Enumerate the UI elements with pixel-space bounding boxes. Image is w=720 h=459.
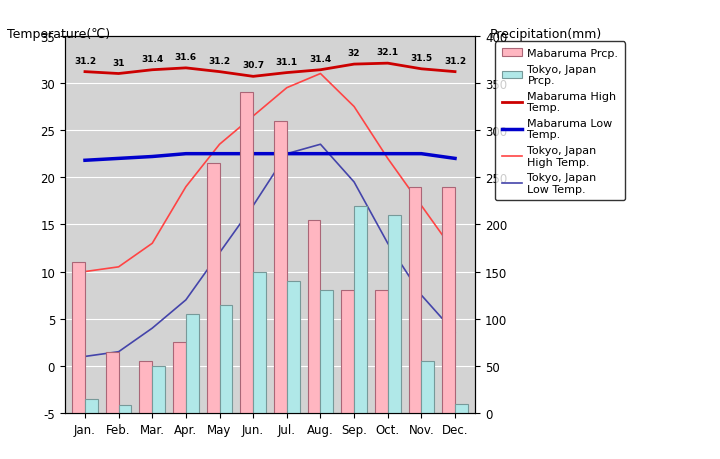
Bar: [240, 93, 253, 413]
Bar: [388, 215, 400, 413]
Bar: [207, 164, 220, 413]
Bar: [152, 366, 165, 413]
Bar: [106, 352, 119, 413]
Bar: [375, 291, 388, 413]
Bar: [287, 281, 300, 413]
Text: 31.4: 31.4: [141, 55, 163, 64]
Text: 31.2: 31.2: [209, 56, 230, 66]
Legend: Mabaruma Prcp., Tokyo, Japan
Prcp., Mabaruma High
Temp., Mabaruma Low
Temp., Tok: Mabaruma Prcp., Tokyo, Japan Prcp., Maba…: [495, 42, 625, 201]
Bar: [307, 220, 320, 413]
Text: 32.1: 32.1: [377, 48, 399, 57]
Text: 31.4: 31.4: [310, 55, 332, 64]
Bar: [186, 314, 199, 413]
Bar: [354, 206, 367, 413]
Bar: [173, 342, 186, 413]
Bar: [442, 187, 455, 413]
Text: 30.7: 30.7: [242, 61, 264, 70]
Bar: [341, 291, 354, 413]
Text: 31.6: 31.6: [175, 53, 197, 62]
Bar: [408, 187, 421, 413]
Bar: [220, 305, 233, 413]
Text: 31.2: 31.2: [444, 56, 466, 66]
Text: 31.2: 31.2: [74, 56, 96, 66]
Bar: [119, 406, 132, 413]
Bar: [320, 291, 333, 413]
Bar: [455, 404, 468, 413]
Text: 31.5: 31.5: [410, 54, 433, 63]
Text: 32: 32: [348, 49, 360, 58]
Bar: [253, 272, 266, 413]
Bar: [274, 121, 287, 413]
Text: Temperature(℃): Temperature(℃): [7, 28, 110, 40]
Bar: [85, 399, 98, 413]
Bar: [421, 361, 434, 413]
Text: 31.1: 31.1: [276, 57, 298, 67]
Text: Precipitation(mm): Precipitation(mm): [490, 28, 602, 40]
Bar: [140, 361, 152, 413]
Text: 31: 31: [112, 58, 125, 67]
Bar: [72, 263, 85, 413]
